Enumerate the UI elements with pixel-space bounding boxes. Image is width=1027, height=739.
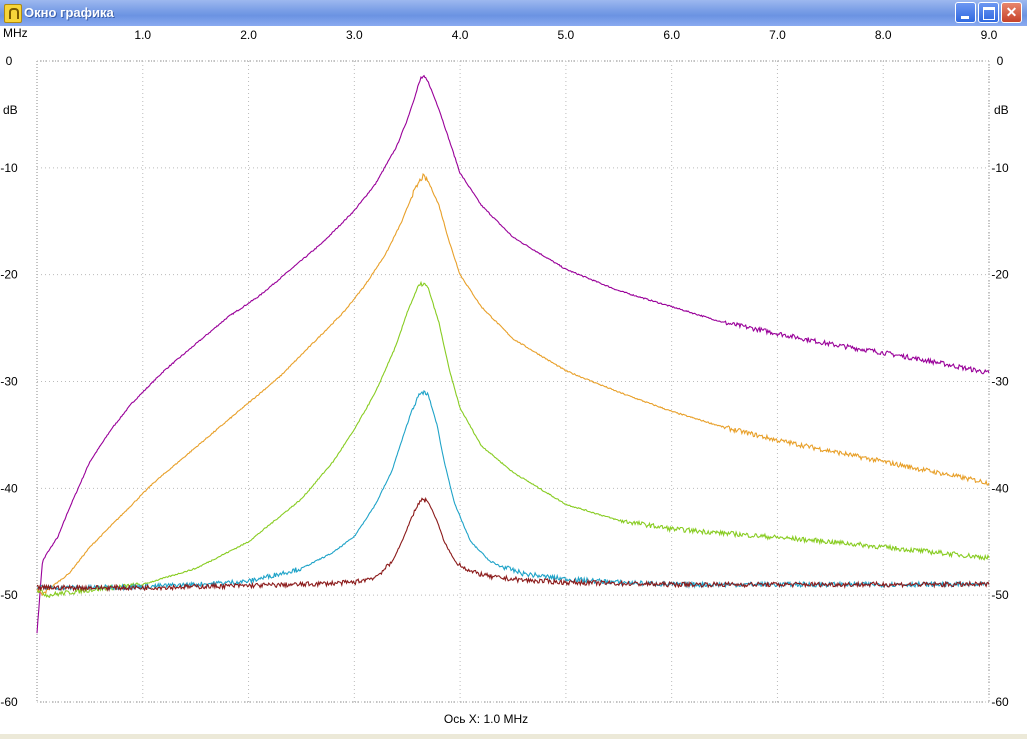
series-line-2 [36,173,990,597]
frequency-response-chart: 1.0 2.0 3.0 4.0 5.0 6.0 7.0 8.0 9.0 0 0 -10 -10 -20 -2… [0,26,1009,726]
x-tick-label: 4.0 [452,28,469,42]
y-tick-label-left: -40 [0,481,18,495]
y-tick-label-right: -50 [991,588,1009,602]
close-button[interactable]: ✕ [1001,2,1022,23]
series-group [36,74,990,634]
x-axis-label: Ось X: 1.0 MHz [444,712,528,726]
x-unit-label-left: MHz [3,26,28,40]
x-tick-label: 3.0 [346,28,363,42]
x-tick-label: 5.0 [558,28,575,42]
y-tick-label-right: -60 [991,695,1009,709]
series-line-4 [36,389,990,592]
y-tick-label-right: -20 [991,268,1009,282]
minimize-icon [956,3,975,22]
y-tick-label-right: -30 [991,375,1009,389]
tick-labels: 1.0 2.0 3.0 4.0 5.0 6.0 7.0 8.0 9.0 0 0 -10 -10 -20 -2… [0,28,1009,709]
series-line-5 [36,496,990,592]
y-tick-label-right: 0 [997,54,1004,68]
app-icon [4,4,22,23]
x-tick-label: 1.0 [134,28,151,42]
x-tick-label: 6.0 [663,28,680,42]
title-bar[interactable]: Окно графика ✕ [0,0,1027,26]
y-tick-label-right: -10 [991,161,1009,175]
plot-area[interactable]: 1.0 2.0 3.0 4.0 5.0 6.0 7.0 8.0 9.0 0 0 -10 -10 -20 -2… [0,26,1027,734]
maximize-icon [979,3,998,22]
close-icon: ✕ [1005,4,1018,20]
grid [36,60,990,703]
minimize-button[interactable] [955,2,976,23]
y-tick-label-left: -20 [0,268,18,282]
x-tick-label: 9.0 [981,28,998,42]
y-tick-label-left: -60 [0,695,18,709]
y-tick-label-right: -40 [991,481,1009,495]
y-tick-label-left: -50 [0,588,18,602]
maximize-button[interactable] [978,2,999,23]
y-tick-label-left: -10 [0,161,18,175]
x-tick-label: 8.0 [875,28,892,42]
series-line-3 [36,280,990,598]
series-line-1 [36,74,990,634]
x-tick-label: 7.0 [769,28,786,42]
y-tick-label-left: -30 [0,375,18,389]
window-title: Окно графика [24,5,114,20]
x-tick-label: 2.0 [240,28,257,42]
y-tick-label-left: 0 [6,54,13,68]
y-unit-label-left: dB [3,103,18,117]
y-unit-label-right: dB [994,103,1009,117]
